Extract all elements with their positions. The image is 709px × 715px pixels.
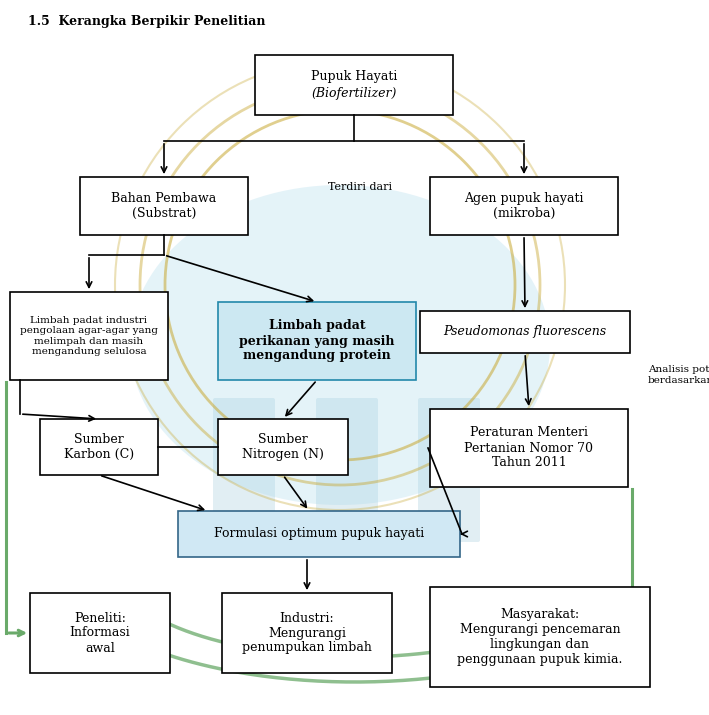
Bar	[255, 55, 453, 115]
Ellipse shape	[130, 185, 550, 505]
Bar	[178, 511, 460, 557]
Text: (Biofertilizer): (Biofertilizer)	[311, 87, 397, 100]
Text: Sumber
Nitrogen (N): Sumber Nitrogen (N)	[242, 433, 324, 461]
Text: Agen pupuk hayati
(mikroba): Agen pupuk hayati (mikroba)	[464, 192, 584, 220]
Text: Limbah padat industri
pengolaan agar-agar yang
melimpah dan masih
mengandung sel: Limbah padat industri pengolaan agar-aga…	[20, 316, 158, 356]
Text: Formulasi optimum pupuk hayati: Formulasi optimum pupuk hayati	[214, 528, 424, 541]
Bar	[430, 177, 618, 235]
FancyBboxPatch shape	[213, 398, 275, 542]
Text: Pseudomonas fluorescens: Pseudomonas fluorescens	[443, 325, 607, 338]
Text: Sumber
Karbon (C): Sumber Karbon (C)	[64, 433, 134, 461]
Bar	[10, 292, 168, 380]
Text: Limbah padat
perikanan yang masih
mengandung protein: Limbah padat perikanan yang masih mengan…	[239, 320, 395, 363]
Text: Peraturan Menteri
Pertanian Nomor 70
Tahun 2011: Peraturan Menteri Pertanian Nomor 70 Tah…	[464, 427, 593, 470]
FancyBboxPatch shape	[418, 398, 480, 542]
Text: 1.5  Kerangka Berpikir Penelitian: 1.5 Kerangka Berpikir Penelitian	[28, 15, 265, 28]
Bar	[218, 302, 416, 380]
FancyBboxPatch shape	[316, 398, 378, 542]
Text: Bahan Pembawa
(Substrat): Bahan Pembawa (Substrat)	[111, 192, 217, 220]
Bar	[30, 593, 170, 673]
Bar	[80, 177, 248, 235]
Bar	[430, 409, 628, 487]
Bar	[40, 419, 158, 475]
Text: Analisis potensi
berdasarkan: Analisis potensi berdasarkan	[648, 365, 709, 385]
Bar	[420, 311, 630, 353]
Text: Terdiri dari: Terdiri dari	[328, 182, 392, 192]
Text: Industri:
Mengurangi
penumpukan limbah: Industri: Mengurangi penumpukan limbah	[242, 611, 372, 654]
Bar	[430, 587, 650, 687]
Bar	[222, 593, 392, 673]
Text: Masyarakat:
Mengurangi pencemaran
lingkungan dan
penggunaan pupuk kimia.: Masyarakat: Mengurangi pencemaran lingku…	[457, 608, 623, 666]
Text: Peneliti:
Informasi
awal: Peneliti: Informasi awal	[69, 611, 130, 654]
Bar	[218, 419, 348, 475]
Text: Pupuk Hayati: Pupuk Hayati	[311, 70, 397, 83]
